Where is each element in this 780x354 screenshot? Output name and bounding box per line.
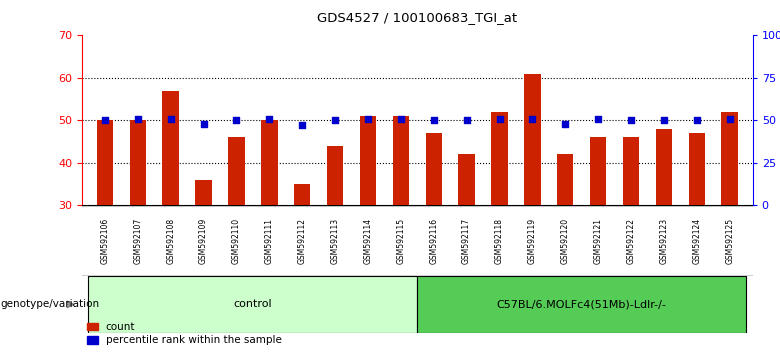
Text: GDS4527 / 100100683_TGI_at: GDS4527 / 100100683_TGI_at <box>317 11 517 24</box>
Bar <box>417 276 746 333</box>
Point <box>460 118 473 123</box>
Point <box>723 116 736 121</box>
Text: GSM592119: GSM592119 <box>528 218 537 264</box>
Point <box>427 118 440 123</box>
Bar <box>459 154 475 205</box>
Point <box>296 122 308 128</box>
Point <box>658 118 670 123</box>
Text: GSM592115: GSM592115 <box>396 218 406 264</box>
Point <box>395 116 407 121</box>
Text: GSM592110: GSM592110 <box>232 218 241 264</box>
Bar <box>360 116 376 205</box>
Text: GSM592118: GSM592118 <box>495 218 504 264</box>
Bar <box>97 120 113 205</box>
Bar <box>392 116 409 205</box>
Bar <box>557 154 573 205</box>
Text: GSM592121: GSM592121 <box>594 218 603 264</box>
Text: GSM592120: GSM592120 <box>561 218 569 264</box>
Text: GSM592108: GSM592108 <box>166 218 176 264</box>
Point <box>592 116 604 121</box>
Point <box>197 121 210 127</box>
Point <box>690 118 703 123</box>
Text: GSM592113: GSM592113 <box>331 218 339 264</box>
Legend: count, percentile rank within the sample: count, percentile rank within the sample <box>87 322 282 345</box>
Bar <box>689 133 705 205</box>
Bar <box>656 129 672 205</box>
Text: GSM592114: GSM592114 <box>363 218 373 264</box>
Bar <box>229 137 245 205</box>
Text: GSM592124: GSM592124 <box>693 218 701 264</box>
Bar <box>622 137 640 205</box>
Point <box>526 116 539 121</box>
Bar <box>294 184 310 205</box>
Text: C57BL/6.MOLFc4(51Mb)-Ldlr-/-: C57BL/6.MOLFc4(51Mb)-Ldlr-/- <box>497 299 667 309</box>
Bar <box>327 146 343 205</box>
Point <box>559 121 572 127</box>
Bar <box>129 120 146 205</box>
Text: GSM592123: GSM592123 <box>659 218 668 264</box>
Point <box>230 118 243 123</box>
Text: GSM592116: GSM592116 <box>429 218 438 264</box>
Point <box>329 118 342 123</box>
Text: GSM592122: GSM592122 <box>626 218 636 264</box>
Point <box>362 116 374 121</box>
Text: GSM592109: GSM592109 <box>199 218 208 264</box>
Bar <box>426 133 442 205</box>
Text: GSM592107: GSM592107 <box>133 218 142 264</box>
Point <box>99 118 112 123</box>
Point <box>165 116 177 121</box>
Text: GSM592112: GSM592112 <box>298 218 307 264</box>
Bar <box>722 112 738 205</box>
Text: control: control <box>233 299 272 309</box>
Text: GSM592117: GSM592117 <box>462 218 471 264</box>
Bar <box>590 137 606 205</box>
Text: GSM592125: GSM592125 <box>725 218 734 264</box>
Text: genotype/variation: genotype/variation <box>1 299 100 309</box>
Bar <box>491 112 508 205</box>
Text: GSM592106: GSM592106 <box>101 218 109 264</box>
Bar <box>261 120 278 205</box>
Bar <box>524 74 541 205</box>
Text: GSM592111: GSM592111 <box>265 218 274 264</box>
Point <box>625 118 637 123</box>
Point <box>132 116 144 121</box>
Point <box>263 116 275 121</box>
Point <box>493 116 505 121</box>
Bar <box>162 91 179 205</box>
Bar <box>88 276 417 333</box>
Bar <box>195 180 212 205</box>
